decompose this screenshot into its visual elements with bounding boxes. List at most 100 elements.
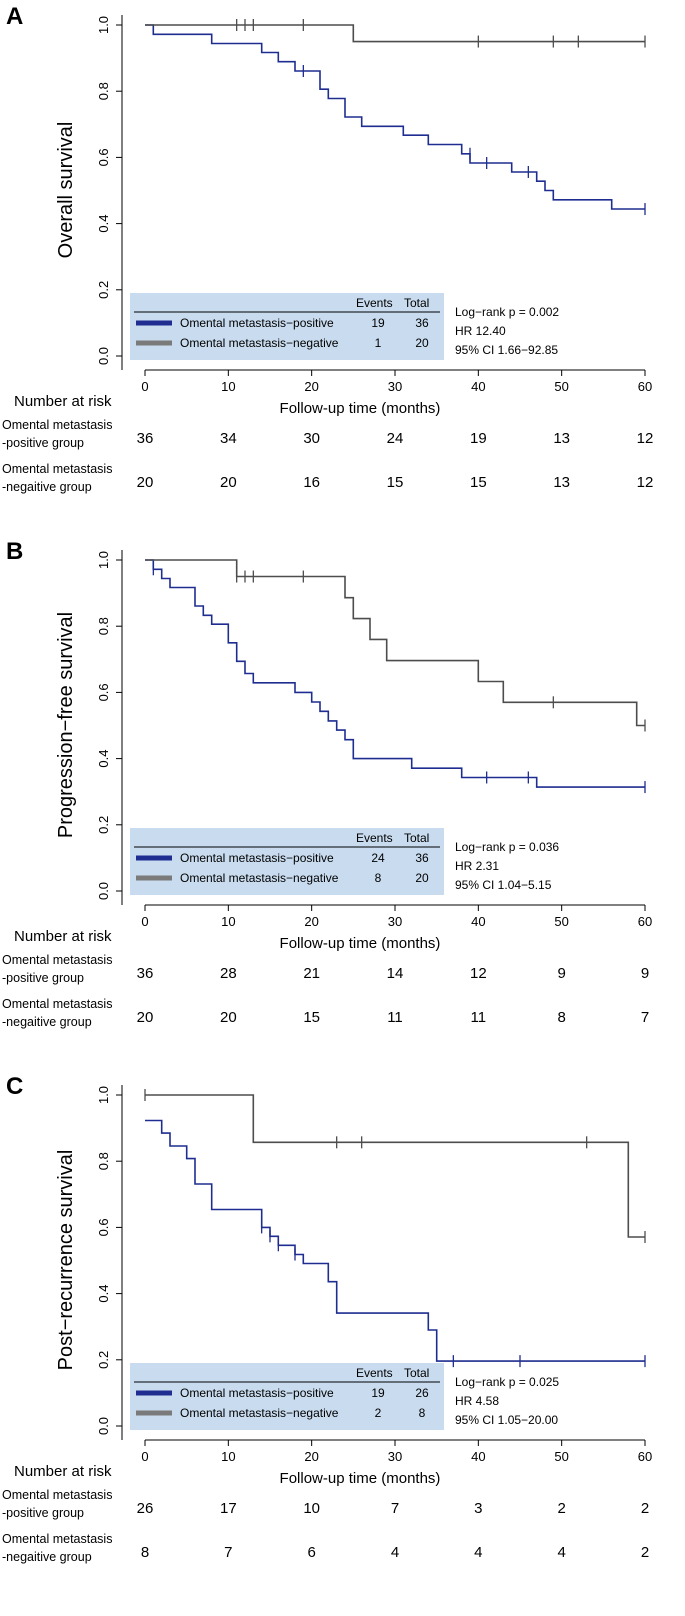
legend-row-label: Omental metastasis−negative xyxy=(180,871,339,885)
legend-row-label: Omental metastasis−negative xyxy=(180,336,339,350)
y-tick-label: 0.8 xyxy=(96,82,111,100)
risk-count: 15 xyxy=(303,1009,320,1026)
positive-survival-curve xyxy=(145,1119,645,1362)
risk-count: 19 xyxy=(470,430,487,447)
y-axis-label: Progression−free survival xyxy=(55,612,77,838)
risk-count: 30 xyxy=(303,430,320,447)
risk-count: 2 xyxy=(641,1500,649,1517)
risk-group-label: -positive group xyxy=(2,436,84,450)
stats-line: 95% CI 1.66−92.85 xyxy=(455,343,558,357)
x-tick-label: 10 xyxy=(221,1449,235,1464)
x-tick-label: 20 xyxy=(304,914,318,929)
legend-header-total: Total xyxy=(404,296,429,310)
y-tick-label: 1.0 xyxy=(96,16,111,34)
risk-group-label: -negaitive group xyxy=(2,1550,92,1564)
risk-count: 12 xyxy=(637,474,654,491)
risk-count: 4 xyxy=(474,1544,482,1561)
y-tick-label: 1.0 xyxy=(96,551,111,569)
risk-table-title: Number at risk xyxy=(14,393,112,410)
risk-group-label: -negaitive group xyxy=(2,1015,92,1029)
legend-row-total: 20 xyxy=(415,336,429,350)
y-tick-label: 0.0 xyxy=(96,882,111,900)
risk-count: 12 xyxy=(637,430,654,447)
legend-header-total: Total xyxy=(404,831,429,845)
x-tick-label: 30 xyxy=(388,379,402,394)
risk-table-title: Number at risk xyxy=(14,928,112,945)
risk-count: 6 xyxy=(307,1544,315,1561)
risk-count: 10 xyxy=(303,1500,320,1517)
stats-line: HR 12.40 xyxy=(455,324,506,338)
risk-count: 20 xyxy=(220,1009,237,1026)
y-axis-label: Post−recurrence survival xyxy=(55,1150,77,1371)
risk-count: 12 xyxy=(470,965,487,982)
x-tick-label: 20 xyxy=(304,379,318,394)
x-tick-label: 30 xyxy=(388,914,402,929)
legend-header-events: Events xyxy=(356,831,393,845)
legend-row-events: 8 xyxy=(375,871,382,885)
risk-count: 20 xyxy=(220,474,237,491)
x-tick-label: 40 xyxy=(471,379,485,394)
negative-survival-curve xyxy=(145,1094,645,1238)
risk-count: 34 xyxy=(220,430,237,447)
risk-count: 8 xyxy=(141,1544,149,1561)
panel-label: B xyxy=(6,538,23,565)
risk-count: 21 xyxy=(303,965,320,982)
risk-count: 9 xyxy=(557,965,565,982)
stats-line: HR 2.31 xyxy=(455,859,499,873)
risk-count: 11 xyxy=(471,1009,487,1026)
risk-group-label: Omental metastasis xyxy=(2,418,112,432)
x-tick-label: 40 xyxy=(471,914,485,929)
y-tick-label: 0.0 xyxy=(96,347,111,365)
legend-box xyxy=(130,293,444,360)
x-axis-label: Follow-up time (months) xyxy=(280,400,441,417)
legend-row-events: 19 xyxy=(371,316,385,330)
panel-label: C xyxy=(6,1073,23,1100)
legend-row-label: Omental metastasis−positive xyxy=(180,316,334,330)
x-axis-label: Follow-up time (months) xyxy=(280,935,441,952)
x-tick-label: 60 xyxy=(638,379,652,394)
x-tick-label: 10 xyxy=(221,379,235,394)
risk-count: 36 xyxy=(137,430,154,447)
risk-count: 3 xyxy=(474,1500,482,1517)
panel-label: A xyxy=(6,3,23,30)
risk-count: 36 xyxy=(137,965,154,982)
risk-group-label: Omental metastasis xyxy=(2,953,112,967)
legend-header-events: Events xyxy=(356,1366,393,1380)
legend-row-label: Omental metastasis−negative xyxy=(180,1406,339,1420)
x-tick-label: 60 xyxy=(638,914,652,929)
risk-count: 2 xyxy=(641,1544,649,1561)
y-tick-label: 1.0 xyxy=(96,1086,111,1104)
legend-row-events: 19 xyxy=(371,1386,385,1400)
y-tick-label: 0.4 xyxy=(96,215,111,233)
stats-line: HR 4.58 xyxy=(455,1394,499,1408)
y-tick-label: 0.4 xyxy=(96,750,111,768)
risk-count: 24 xyxy=(387,430,404,447)
stats-line: 95% CI 1.05−20.00 xyxy=(455,1413,558,1427)
x-tick-label: 10 xyxy=(221,914,235,929)
x-tick-label: 60 xyxy=(638,1449,652,1464)
risk-count: 14 xyxy=(387,965,404,982)
risk-count: 28 xyxy=(220,965,237,982)
stats-line: Log−rank p = 0.025 xyxy=(455,1375,559,1389)
stats-line: Log−rank p = 0.036 xyxy=(455,840,559,854)
risk-count: 20 xyxy=(137,1009,154,1026)
positive-survival-curve xyxy=(145,559,645,788)
risk-count: 16 xyxy=(303,474,320,491)
legend-row-label: Omental metastasis−positive xyxy=(180,1386,334,1400)
risk-count: 7 xyxy=(224,1544,232,1561)
y-tick-label: 0.6 xyxy=(96,683,111,701)
positive-survival-curve xyxy=(145,24,645,210)
x-tick-label: 30 xyxy=(388,1449,402,1464)
y-tick-label: 0.2 xyxy=(96,816,111,834)
risk-count: 13 xyxy=(553,474,570,491)
y-tick-label: 0.6 xyxy=(96,148,111,166)
negative-survival-curve xyxy=(145,24,645,43)
legend-box xyxy=(130,1363,444,1430)
legend-row-total: 20 xyxy=(415,871,429,885)
risk-count: 2 xyxy=(557,1500,565,1517)
risk-group-label: Omental metastasis xyxy=(2,997,112,1011)
risk-count: 26 xyxy=(137,1500,154,1517)
x-tick-label: 50 xyxy=(554,379,568,394)
